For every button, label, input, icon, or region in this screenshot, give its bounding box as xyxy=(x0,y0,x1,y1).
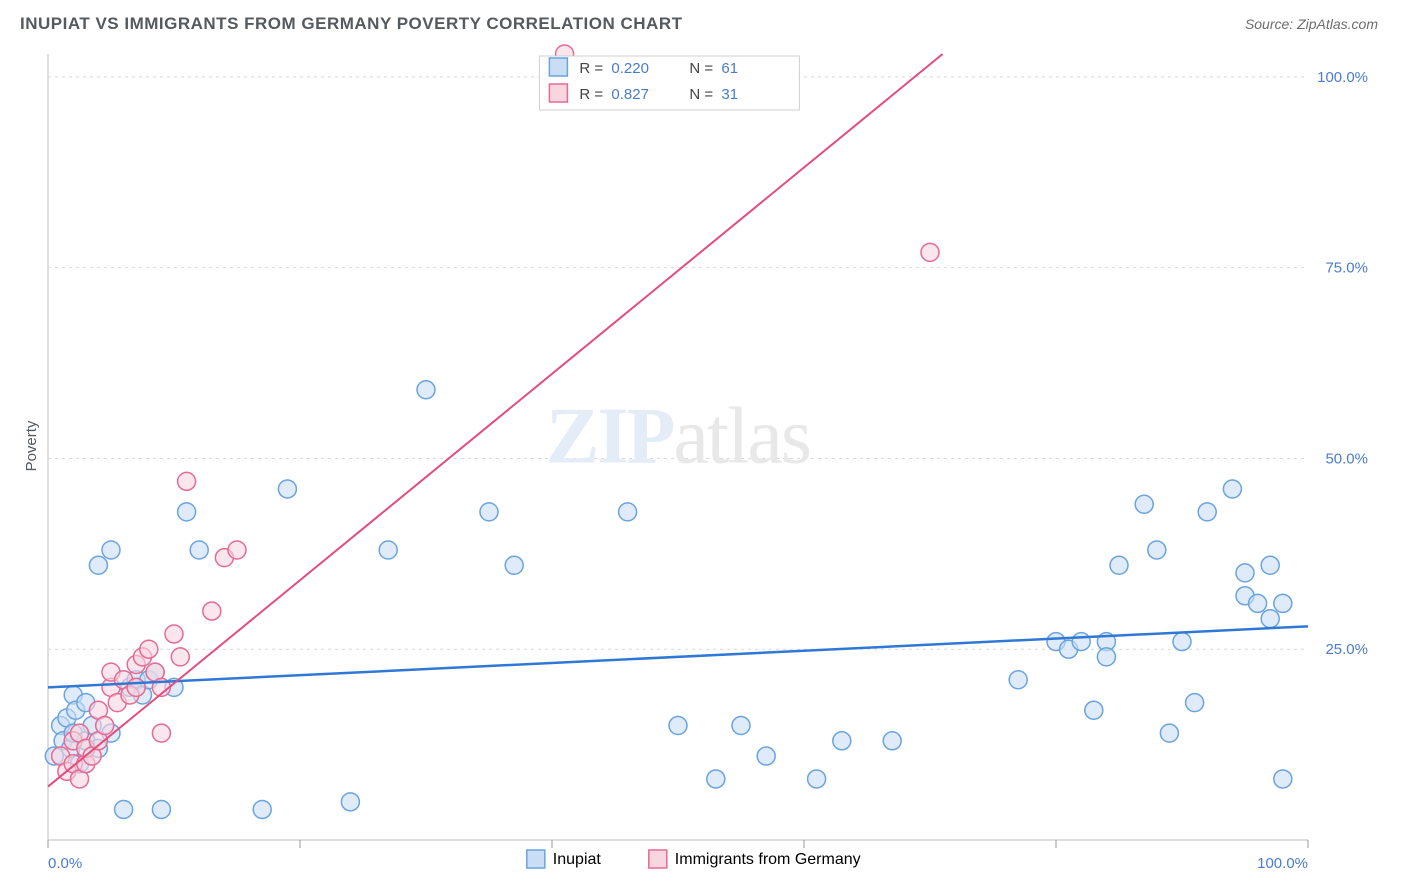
data-point xyxy=(1160,724,1178,742)
data-point xyxy=(115,800,133,818)
data-point xyxy=(1198,503,1216,521)
legend-series-label: Inupiat xyxy=(553,851,602,868)
y-tick-label: 50.0% xyxy=(1325,450,1368,467)
data-point xyxy=(341,793,359,811)
data-point xyxy=(1173,633,1191,651)
data-point xyxy=(883,732,901,750)
data-point xyxy=(1249,594,1267,612)
data-point xyxy=(1261,610,1279,628)
legend-correlation: R = 0.220 N = 61 R = 0.827 N = 31 xyxy=(539,56,799,110)
data-point xyxy=(808,770,826,788)
data-point xyxy=(1186,694,1204,712)
data-point xyxy=(1009,671,1027,689)
data-point xyxy=(921,243,939,261)
legend-n-value: 31 xyxy=(721,86,738,103)
watermark: ZIPatlas xyxy=(546,393,810,481)
source-attribution: Source: ZipAtlas.com xyxy=(1245,16,1378,32)
trend-line xyxy=(48,626,1308,687)
x-tick-label: 100.0% xyxy=(1257,855,1308,872)
data-point xyxy=(1135,495,1153,513)
data-point xyxy=(178,472,196,490)
y-tick-label: 75.0% xyxy=(1325,260,1368,277)
x-tick-label: 0.0% xyxy=(48,855,82,872)
data-point xyxy=(253,800,271,818)
y-axis-label: Poverty xyxy=(23,421,40,472)
legend-n-value: 61 xyxy=(721,60,738,77)
data-point xyxy=(1072,633,1090,651)
data-point xyxy=(1261,556,1279,574)
y-tick-label: 25.0% xyxy=(1325,641,1368,658)
data-point xyxy=(1236,564,1254,582)
legend-r-value: 0.827 xyxy=(611,86,649,103)
scatter-chart: 25.0%50.0%75.0%100.0%ZIPatlas0.0%100.0%R… xyxy=(48,54,1378,840)
legend-swatch xyxy=(549,84,567,102)
data-point xyxy=(96,717,114,735)
legend-swatch xyxy=(649,850,667,868)
data-point xyxy=(732,717,750,735)
data-point xyxy=(1223,480,1241,498)
data-point xyxy=(1274,594,1292,612)
data-point xyxy=(171,648,189,666)
legend-r-value: 0.220 xyxy=(611,60,649,77)
data-point xyxy=(140,640,158,658)
chart-title: INUPIAT VS IMMIGRANTS FROM GERMANY POVER… xyxy=(20,14,682,34)
legend-swatch xyxy=(527,850,545,868)
data-point xyxy=(1085,701,1103,719)
data-point xyxy=(190,541,208,559)
data-point xyxy=(152,800,170,818)
data-point xyxy=(178,503,196,521)
data-point xyxy=(480,503,498,521)
data-point xyxy=(379,541,397,559)
data-point xyxy=(833,732,851,750)
data-point xyxy=(417,381,435,399)
legend-series: Inupiat Immigrants from Germany xyxy=(527,850,861,868)
data-point xyxy=(102,541,120,559)
data-point xyxy=(1274,770,1292,788)
data-point xyxy=(278,480,296,498)
legend-r-label: R = xyxy=(579,60,603,77)
legend-n-label: N = xyxy=(689,86,713,103)
data-point xyxy=(669,717,687,735)
data-point xyxy=(89,556,107,574)
data-point xyxy=(707,770,725,788)
data-point xyxy=(619,503,637,521)
data-point xyxy=(127,678,145,696)
data-point xyxy=(1148,541,1166,559)
data-point xyxy=(152,724,170,742)
legend-series-label: Immigrants from Germany xyxy=(675,851,861,868)
data-point xyxy=(228,541,246,559)
legend-r-label: R = xyxy=(579,86,603,103)
data-point xyxy=(1097,648,1115,666)
data-point xyxy=(203,602,221,620)
y-tick-label: 100.0% xyxy=(1317,69,1368,86)
legend-swatch xyxy=(549,58,567,76)
data-point xyxy=(757,747,775,765)
legend-n-label: N = xyxy=(689,60,713,77)
data-point xyxy=(165,625,183,643)
data-point xyxy=(1110,556,1128,574)
data-point xyxy=(505,556,523,574)
